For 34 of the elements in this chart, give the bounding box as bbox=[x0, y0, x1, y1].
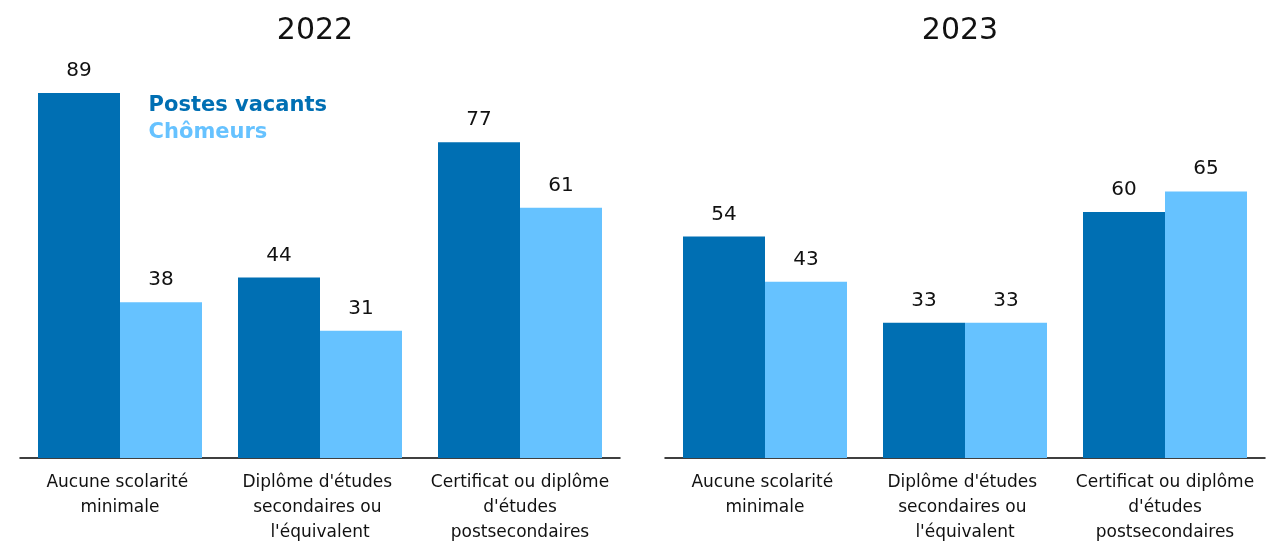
x-tick-label: Certificat ou diplôme d'études postsecondaires bbox=[430, 470, 610, 541]
bar bbox=[883, 322, 965, 458]
data-label: 31 bbox=[348, 294, 374, 319]
x-tick-label: Diplôme d'études secondaires ou l'équivalent bbox=[887, 470, 1043, 541]
chart-title: 2023 bbox=[921, 10, 999, 46]
text: Chômeurs bbox=[148, 118, 268, 143]
data-label: 54 bbox=[711, 200, 737, 225]
bar bbox=[38, 93, 120, 458]
data-label: 33 bbox=[993, 286, 1019, 311]
bar bbox=[320, 330, 402, 458]
bar bbox=[1165, 191, 1247, 458]
chart-title: 2022 bbox=[276, 10, 354, 46]
x-tick-label: Aucune scolarité minimale bbox=[691, 470, 839, 516]
bar bbox=[965, 322, 1047, 458]
x-tick-label: Diplôme d'études secondaires ou l'équivalent bbox=[242, 470, 398, 541]
data-label: 89 bbox=[66, 57, 92, 81]
data-label: 38 bbox=[148, 266, 174, 291]
bar bbox=[120, 302, 202, 458]
data-label: 44 bbox=[266, 241, 292, 266]
data-label: 61 bbox=[548, 171, 574, 196]
data-label: 65 bbox=[1193, 155, 1219, 180]
bar bbox=[520, 207, 602, 458]
bar bbox=[438, 142, 520, 458]
x-tick-label: Certificat ou diplôme d'études postsecondaires bbox=[1075, 470, 1255, 541]
bar bbox=[683, 236, 765, 458]
data-label: 43 bbox=[793, 245, 819, 270]
data-label: 77 bbox=[466, 106, 492, 131]
series-label: Postes vacants bbox=[148, 91, 327, 116]
bar bbox=[238, 277, 320, 458]
x-tick-label: Aucune scolarité minimale bbox=[46, 470, 194, 516]
bar bbox=[1083, 211, 1165, 458]
bar bbox=[765, 281, 847, 458]
data-label: 33 bbox=[911, 286, 937, 311]
data-label: 60 bbox=[1111, 175, 1137, 200]
